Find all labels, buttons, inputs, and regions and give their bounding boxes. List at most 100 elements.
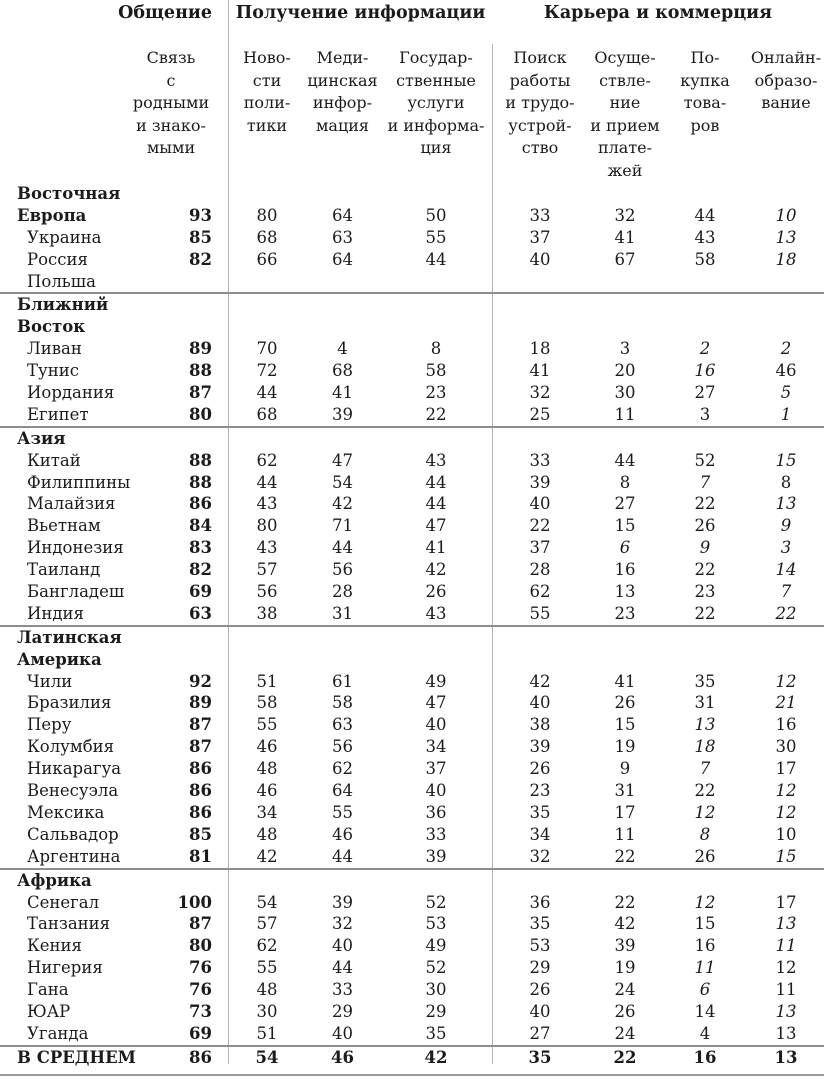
cell-value: 22 [614, 846, 636, 866]
cell-value: 32 [529, 846, 551, 866]
cell-value [588, 627, 662, 649]
row-label: Бразилия [27, 693, 112, 713]
cell-value: 89 [189, 693, 212, 713]
cell-value: 46 [332, 824, 353, 844]
cell-value: 72 [256, 361, 278, 381]
cell-value: 22 [425, 404, 447, 424]
cell-value [229, 294, 305, 316]
cell-value [229, 183, 305, 205]
cell-value: 62 [256, 450, 278, 470]
cell-value: 35 [694, 671, 716, 691]
region-section: Восточная Европа 93 80 64 50 33 32 44 10 Украина 85… [0, 183, 824, 292]
table-row: Африка [0, 870, 824, 892]
cell-value: 26 [425, 582, 447, 602]
cell-value: 55 [256, 715, 278, 735]
cell-value: 64 [332, 205, 353, 225]
cell-value: 14 [694, 1001, 716, 1021]
region-section: Африка Сенегал 100 54 39 52 36 22 12 17 Танзания 87… [0, 867, 824, 1045]
cell-value: 39 [332, 404, 353, 424]
cell-value: 32 [332, 914, 353, 934]
cell-value: 11 [694, 958, 716, 978]
column-group-divider [228, 0, 229, 1064]
cell-value: 27 [529, 1023, 551, 1043]
cell-value: 35 [529, 802, 551, 822]
cell-value: 13 [774, 1047, 798, 1067]
cell-value: 6 [699, 980, 711, 1000]
cell-value: 34 [425, 737, 447, 757]
cell-value [130, 294, 212, 316]
cell-value [380, 271, 492, 293]
cell-value: 23 [614, 603, 636, 623]
cell-value: 49 [425, 671, 447, 691]
row-label: Танзания [27, 914, 111, 934]
cell-value: 44 [694, 205, 716, 225]
cell-value: 12 [775, 802, 797, 822]
table-row: Венесуэла 86 46 64 40 23 31 22 12 [0, 780, 824, 802]
average-section: В СРЕДНЕМ 86 54 46 42 35 22 16 13 [0, 1044, 824, 1076]
row-label: Ливан [27, 339, 82, 359]
cell-value: 33 [332, 980, 353, 1000]
cell-value [305, 870, 380, 892]
cell-value [229, 649, 305, 671]
cell-value: 22 [529, 516, 551, 536]
cell-value: 35 [425, 1023, 447, 1043]
cell-value [492, 294, 588, 316]
cell-value: 22 [614, 892, 636, 912]
cell-value: 48 [256, 980, 278, 1000]
cell-value [380, 183, 492, 205]
row-label: Египет [27, 404, 89, 424]
cell-value: 41 [614, 671, 636, 691]
cell-value: 19 [614, 737, 636, 757]
cell-value: 93 [189, 205, 212, 225]
cell-value: 15 [775, 450, 797, 470]
row-label: Чили [27, 671, 73, 691]
row-label: Вьетнам [27, 516, 101, 536]
cell-value [662, 294, 748, 316]
table-row: Азия [0, 428, 824, 450]
cell-value: 12 [694, 802, 716, 822]
cell-value: 44 [425, 249, 447, 269]
cell-value: 63 [189, 603, 212, 623]
cell-value: 30 [614, 383, 636, 403]
cell-value: 27 [614, 494, 636, 514]
column-header-row: Связь с родными и знако- мыми Ново- сти … [0, 47, 824, 183]
cell-value: 40 [529, 249, 551, 269]
cell-value: 88 [189, 472, 212, 492]
cell-value: 26 [529, 980, 551, 1000]
cell-value [492, 627, 588, 649]
cell-value: 37 [529, 538, 551, 558]
cell-value [588, 271, 662, 293]
table-row: Ливан 89 70 4 8 18 3 2 2 [0, 338, 824, 360]
cell-value: 100 [177, 892, 212, 912]
cell-value: 24 [614, 1023, 636, 1043]
region-section: Латинская Америка Чили 92 51 61 49 42 41 35 12 Браз… [0, 624, 824, 868]
cell-value: 56 [332, 737, 353, 757]
cell-value: 68 [256, 404, 278, 424]
cell-value: 17 [614, 802, 636, 822]
cell-value: 55 [425, 227, 447, 247]
region-section: Азия Китай 88 62 47 43 33 44 52 15 Филиппины 88 44 54… [0, 425, 824, 625]
cell-value: 13 [775, 227, 797, 247]
column-header-job-search: Поиск работы и трудо- устрой- ство [505, 48, 575, 157]
cell-value [305, 294, 380, 316]
table-row: Восток [0, 316, 824, 338]
cell-value: 26 [614, 693, 636, 713]
cell-value [748, 316, 824, 338]
table-row: Восточная [0, 183, 824, 205]
cell-value: 47 [425, 516, 447, 536]
cell-value: 32 [614, 205, 636, 225]
cell-value: 28 [529, 560, 551, 580]
table-row: Индия 63 38 31 43 55 23 22 22 [0, 603, 824, 625]
cell-value: 23 [694, 582, 716, 602]
row-label: Филиппины [27, 472, 131, 492]
cell-value: 40 [529, 693, 551, 713]
cell-value: 55 [529, 603, 551, 623]
row-label: Восток [17, 317, 86, 337]
cell-value: 26 [694, 846, 716, 866]
region-section: Ближний Восток Ливан 89 70 4 8 18 3 2 2 Тунис 88 72 68… [0, 292, 824, 425]
cell-value: 82 [189, 560, 212, 580]
cell-value: 17 [775, 759, 797, 779]
cell-value: 31 [694, 693, 716, 713]
cell-value: 43 [256, 494, 278, 514]
cell-value: 44 [332, 538, 353, 558]
